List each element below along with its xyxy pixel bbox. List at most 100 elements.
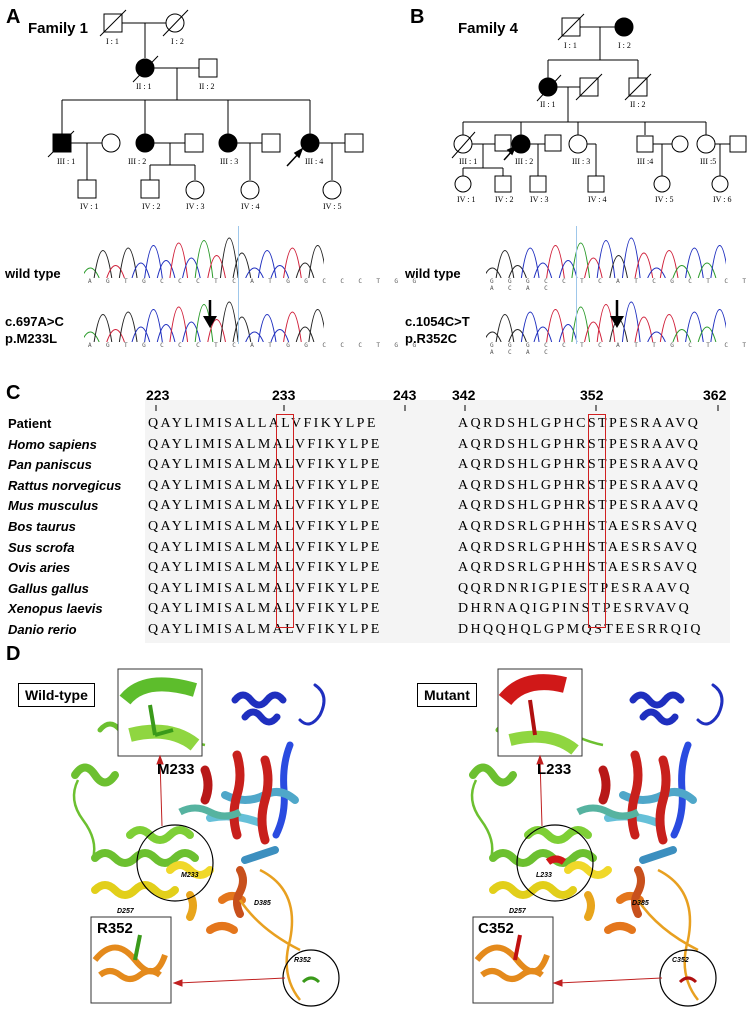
mut-inset-c352 <box>472 916 554 1004</box>
sequence-right: AQRDSHLGPHRSTPESRAAVQ <box>458 457 701 473</box>
trace-peak <box>232 316 252 342</box>
f1-wt-bases: A G T G C C C T C A T G G C C C T G G <box>88 278 422 285</box>
species-name: Homo sapiens <box>8 436 97 452</box>
trace-peak <box>486 331 502 342</box>
highlight-box-352 <box>588 414 606 628</box>
species-column: Patient Homo sapiens Pan paniscus Rattus no… <box>8 414 148 641</box>
f4-id-III3: III : 3 <box>572 157 591 166</box>
trace-peak <box>118 247 138 278</box>
trace-peak <box>634 252 654 278</box>
f1-id-III3: III : 3 <box>220 157 239 166</box>
f1-position-line <box>238 226 239 344</box>
trace-peak <box>558 324 578 342</box>
f1-id-IV1: IV : 1 <box>80 202 99 211</box>
trace-peak <box>245 267 264 278</box>
pos-342: 342 <box>452 387 476 403</box>
trace-peak <box>647 331 666 342</box>
f4-id-II1: II : 1 <box>540 100 556 109</box>
f4-id-III2: III : 2 <box>515 157 534 166</box>
f4-id-III1: III : 1 <box>459 157 478 166</box>
trace-peak <box>558 260 578 278</box>
sequence-right: AQRDSHLGPHCSTPESRAAVQ <box>458 416 701 431</box>
sequence-left: QAYLIMISALMALVFIKYLPE <box>148 477 382 493</box>
species-name: Pan paniscus <box>8 457 92 473</box>
f4-id-IV1: IV : 1 <box>457 195 476 204</box>
trace-peak <box>697 326 717 342</box>
sequence-left-column: QAYLIMISALLALVFIKYLPE QAYLIMISALMALVFIKYL… <box>148 414 382 641</box>
trace-peak <box>106 329 125 342</box>
wt-inset-r352 <box>90 916 172 1004</box>
f4-mutant-trace <box>486 301 726 342</box>
trace-peak <box>131 262 151 278</box>
f4-mut-bases: G G G C C T C A T T G C T C T A C A C <box>490 342 752 356</box>
trace-peak <box>308 309 324 342</box>
f4-wildtype-trace <box>486 237 726 278</box>
family4-title: Family 4 <box>458 20 519 37</box>
f4-mutation-protein: p.R352C <box>405 331 458 346</box>
trace-peak <box>257 250 277 278</box>
f1-id-III2: III : 2 <box>128 157 147 166</box>
pos-352: 352 <box>580 387 604 403</box>
pos-233: 233 <box>272 387 296 403</box>
wt-residue-label-1: M233 <box>157 761 195 778</box>
pos-223: 223 <box>146 387 170 403</box>
species-name: Danio rerio <box>8 621 77 637</box>
f4-id-I2: I : 2 <box>618 41 631 50</box>
mut-d257: D257 <box>509 908 526 915</box>
f1-wildtype-trace <box>84 237 324 278</box>
trace-peak <box>672 329 692 342</box>
alignment-ticks <box>155 405 719 411</box>
sequence-left: QAYLIMISALMALVFIKYLPE <box>148 539 382 555</box>
mut-small-l233: L233 <box>536 872 552 879</box>
sequence-right: AQRDSRLGPHHSTAESRSAVQ <box>458 560 700 576</box>
trace-peak <box>84 267 100 278</box>
trace-peak <box>131 326 151 342</box>
sequence-left: QAYLIMISALMALVFIKYLPE <box>148 518 382 534</box>
trace-peak <box>495 250 515 278</box>
sequence-right: DHRNAQIGPINSTPESRVAVQ <box>458 601 692 617</box>
trace-peak <box>672 265 692 278</box>
sequence-right: AQRDSRLGPHHSTAESRSAVQ <box>458 539 700 555</box>
wt-d385: D385 <box>254 900 271 907</box>
trace-peak <box>308 245 324 278</box>
trace-peak <box>207 319 226 342</box>
trace-peak <box>584 321 603 342</box>
trace-peak <box>283 311 302 342</box>
trace-peak <box>283 247 302 278</box>
trace-peak <box>295 326 315 342</box>
mut-circle-l233 <box>516 824 594 902</box>
mut-small-c352: C352 <box>672 957 689 964</box>
f1-id-III4: III : 4 <box>305 157 324 166</box>
sequence-right: AQRDSHLGPHRSTPESRAAVQ <box>458 436 701 452</box>
trace-peak <box>232 252 252 278</box>
f1-id-IV4: IV : 4 <box>241 202 260 211</box>
trace-peak <box>118 311 138 342</box>
trace-peak <box>508 329 527 342</box>
panel-label-c: C <box>6 382 21 404</box>
f1-mutation-cdna: c.697A>C <box>5 314 64 329</box>
panel-label-b: B <box>410 6 425 28</box>
trace-peak <box>295 262 315 278</box>
f4-id-I1: I : 1 <box>564 41 577 50</box>
family1-pedigree <box>47 9 364 200</box>
family4-pedigree <box>451 13 747 193</box>
sequence-right: AQRDSRLGPHHSTAESRSAVQ <box>458 518 700 534</box>
f4-mutation-cdna: c.1054C>T <box>405 314 470 329</box>
sequence-left: QAYLIMISALMALVFIKYLPE <box>148 621 382 637</box>
f4-position-line <box>576 226 577 344</box>
trace-peak <box>207 255 226 278</box>
sequence-left: QAYLIMISALMALVFIKYLPE <box>148 601 382 617</box>
trace-peak <box>182 321 201 342</box>
f1-mutation-arrow <box>203 300 217 328</box>
f4-wt-bases: G G G C C T C A T C G C T C T A C A C <box>490 278 752 292</box>
sequence-left: QAYLIMISALMALVFIKYLPE <box>148 498 382 514</box>
trace-peak <box>156 324 176 342</box>
species-name: Xenopus laevis <box>8 601 103 617</box>
f1-II2 <box>198 58 218 78</box>
trace-peak <box>93 250 113 278</box>
trace-peak <box>486 267 502 278</box>
f1-id-IV3: IV : 3 <box>186 202 205 211</box>
trace-peak <box>156 260 176 278</box>
species-name: Mus musculus <box>8 498 99 514</box>
species-name: Gallus gallus <box>8 580 89 596</box>
